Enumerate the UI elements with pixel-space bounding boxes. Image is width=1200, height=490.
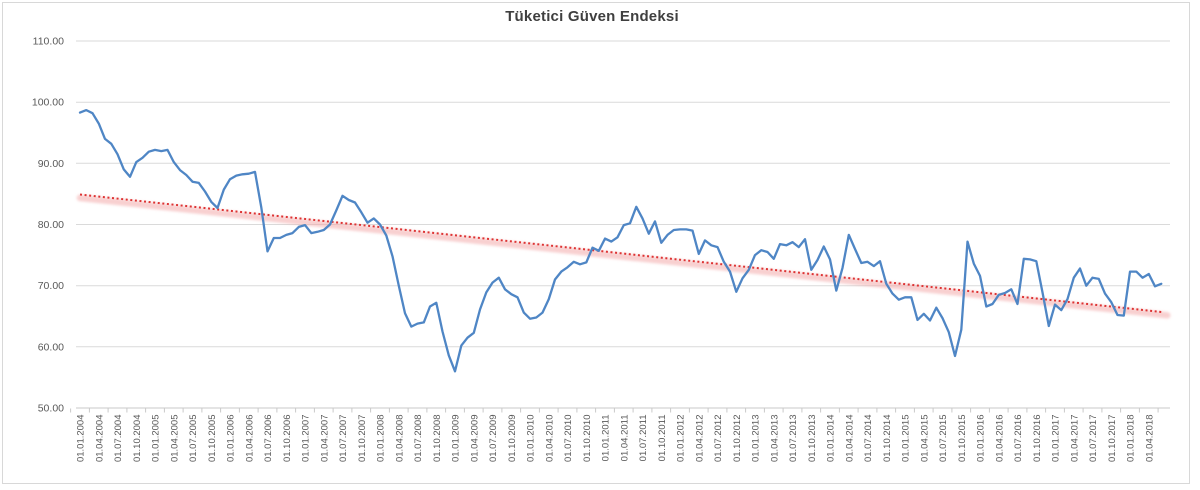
x-axis-label: 01.01.2007 bbox=[301, 415, 312, 463]
x-axis-label: 01.10.2011 bbox=[657, 415, 668, 462]
x-axis-label: 01.04.2007 bbox=[319, 415, 330, 463]
x-axis-label: 01.04.2016 bbox=[994, 415, 1005, 463]
x-axis-label: 01.01.2006 bbox=[226, 415, 237, 463]
x-axis-label: 01.04.2009 bbox=[469, 415, 480, 463]
x-axis-label: 01.01.2018 bbox=[1126, 415, 1137, 463]
x-axis-label: 01.01.2012 bbox=[676, 415, 687, 463]
x-axis-label: 01.04.2006 bbox=[244, 415, 255, 463]
x-axis-label: 01.10.2004 bbox=[132, 415, 143, 463]
x-axis-label: 01.01.2004 bbox=[76, 415, 87, 463]
x-axis-label: 01.10.2008 bbox=[432, 415, 443, 463]
x-axis-label: 01.07.2008 bbox=[413, 415, 424, 463]
x-axis-label: 01.04.2012 bbox=[694, 415, 705, 463]
chart-border bbox=[2, 2, 1190, 484]
x-axis-label: 01.10.2014 bbox=[882, 415, 893, 463]
x-axis-label: 01.07.2010 bbox=[563, 415, 574, 463]
x-axis-label: 01.04.2013 bbox=[769, 415, 780, 463]
trendline-glow bbox=[76, 194, 1171, 319]
y-axis-label: 100.00 bbox=[32, 97, 64, 109]
x-axis-label: 01.10.2006 bbox=[282, 415, 293, 463]
x-axis-label: 01.10.2007 bbox=[357, 415, 368, 463]
x-axis-label: 01.01.2009 bbox=[451, 415, 462, 463]
x-axis-label: 01.07.2012 bbox=[713, 415, 724, 463]
x-axis-label: 01.01.2011 bbox=[601, 415, 612, 462]
x-axis-label: 01.10.2017 bbox=[1107, 415, 1118, 463]
x-axis-label: 01.07.2007 bbox=[338, 415, 349, 463]
x-axis-label: 01.07.2006 bbox=[263, 415, 274, 463]
x-axis-label: 01.10.2013 bbox=[807, 415, 818, 463]
x-axis-label: 01.04.2004 bbox=[94, 415, 105, 463]
x-axis-label: 01.07.2004 bbox=[113, 415, 124, 463]
y-axis-label: 50.00 bbox=[38, 403, 64, 415]
y-axis-label: 110.00 bbox=[33, 36, 64, 48]
y-axis-label: 80.00 bbox=[38, 219, 64, 231]
x-axis-label: 01.07.2016 bbox=[1013, 415, 1024, 463]
series-line bbox=[78, 108, 1163, 373]
x-axis-label: 01.01.2015 bbox=[901, 415, 912, 463]
x-axis-label: 01.04.2017 bbox=[1069, 415, 1080, 463]
x-axis-label: 01.01.2013 bbox=[751, 415, 762, 463]
x-axis-label: 01.07.2015 bbox=[938, 415, 949, 463]
x-axis-label: 01.04.2015 bbox=[919, 415, 930, 463]
x-axis-label: 01.07.2009 bbox=[488, 415, 499, 463]
x-axis-label: 01.10.2005 bbox=[207, 415, 218, 463]
x-axis-label: 01.01.2017 bbox=[1051, 415, 1062, 463]
x-axis-label: 01.10.2015 bbox=[957, 415, 968, 463]
x-axis-label: 01.07.2011 bbox=[638, 415, 649, 462]
trendline bbox=[79, 193, 1162, 313]
x-axis-label: 01.10.2016 bbox=[1032, 415, 1043, 463]
x-axis-label: 01.07.2013 bbox=[788, 415, 799, 463]
x-axis-label: 01.01.2014 bbox=[826, 415, 837, 463]
x-axis-label: 01.10.2010 bbox=[582, 415, 593, 463]
x-axis-label: 01.04.2010 bbox=[544, 415, 555, 463]
x-axis-label: 01.04.2014 bbox=[844, 415, 855, 463]
x-axis-label: 01.10.2012 bbox=[732, 415, 743, 463]
x-axis-label: 01.04.2018 bbox=[1144, 415, 1155, 463]
x-axis-label: 01.01.2016 bbox=[976, 415, 987, 463]
y-axis-label: 70.00 bbox=[38, 280, 64, 292]
y-axis-label: 60.00 bbox=[38, 341, 64, 353]
x-axis-label: 01.07.2014 bbox=[863, 415, 874, 463]
x-axis-label: 01.04.2011 bbox=[619, 415, 630, 462]
x-axis-label: 01.01.2010 bbox=[526, 415, 537, 463]
y-axis-label: 90.00 bbox=[38, 158, 64, 170]
x-axis-label: 01.01.2008 bbox=[376, 415, 387, 463]
x-axis-label: 01.10.2009 bbox=[507, 415, 518, 463]
x-axis-label: 01.04.2008 bbox=[394, 415, 405, 463]
x-axis-label: 01.07.2005 bbox=[188, 415, 199, 463]
x-axis-label: 01.01.2005 bbox=[151, 415, 162, 463]
chart-title: Tüketici Güven Endeksi bbox=[505, 8, 679, 25]
x-axis-label: 01.07.2017 bbox=[1088, 415, 1099, 463]
x-axis-label: 01.04.2005 bbox=[169, 415, 180, 463]
